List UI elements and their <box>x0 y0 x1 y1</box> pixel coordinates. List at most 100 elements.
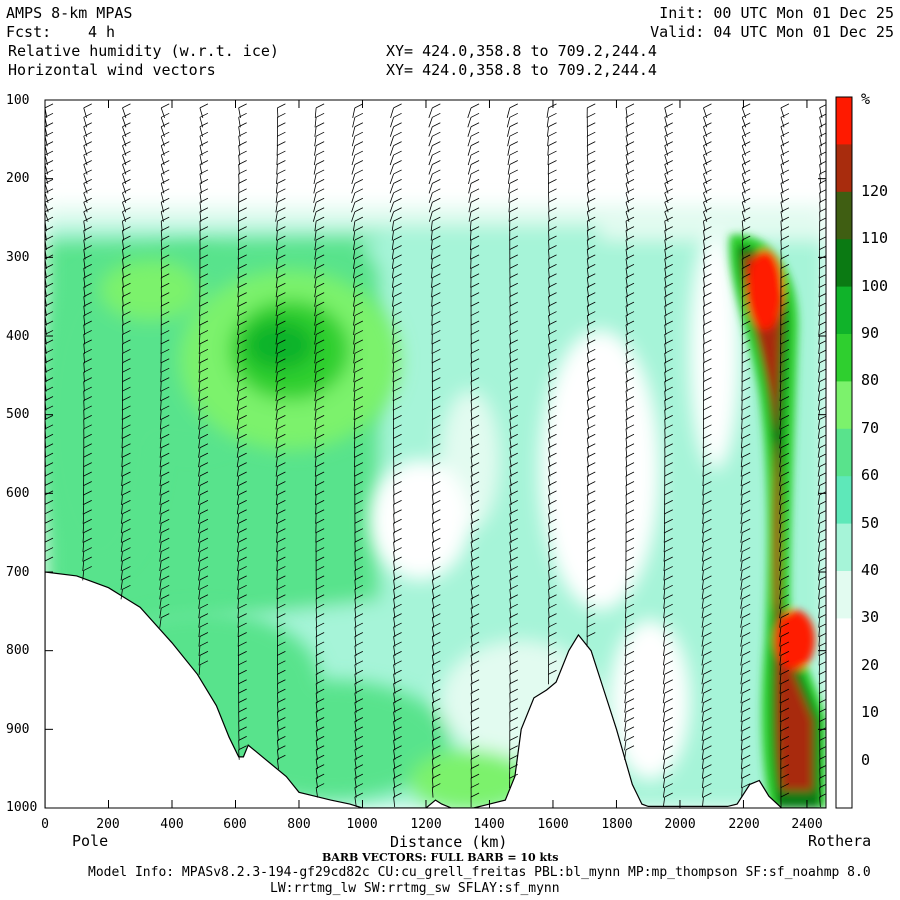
wind-barb-flag <box>742 490 751 496</box>
wind-barb-flag <box>315 188 325 194</box>
wind-barb-flag <box>432 311 441 316</box>
wind-barb-staff <box>779 712 782 723</box>
wind-barb-flag <box>122 509 131 515</box>
wind-barb-flag <box>238 396 247 401</box>
wind-barb-staff <box>393 494 395 505</box>
wind-barb-staff <box>662 674 666 685</box>
wind-barb-flag <box>470 443 480 449</box>
wind-barb-flag <box>83 471 92 477</box>
wind-barb-flag <box>625 301 635 307</box>
wind-barb-flag <box>548 603 557 609</box>
wind-barb-flag <box>161 603 170 609</box>
wind-barb-flag <box>780 367 790 373</box>
wind-barb-flag <box>819 434 826 439</box>
wind-barb-flag <box>470 197 480 203</box>
wind-barb-flag <box>45 348 54 354</box>
wind-barb-flag <box>315 131 325 137</box>
wind-barb-staff <box>275 277 278 288</box>
wind-barb-flag <box>238 566 247 571</box>
wind-barb-flag <box>703 150 712 156</box>
wind-barb-flag <box>509 622 518 628</box>
wind-barb-flag <box>83 462 92 467</box>
wind-barb-staff <box>625 249 628 260</box>
wind-barb-staff <box>160 391 162 402</box>
wind-barb-flag <box>238 669 247 675</box>
wind-barb-flag <box>703 537 712 543</box>
wind-barb-staff <box>701 617 704 628</box>
wind-barb-staff <box>740 523 743 534</box>
wind-barb-flag <box>548 292 557 298</box>
wind-barb-flag <box>819 595 826 600</box>
wind-barb-staff <box>703 306 705 317</box>
wind-barb-flag <box>819 198 826 203</box>
wind-barb-staff <box>701 778 704 789</box>
wind-barb-flag <box>45 150 54 156</box>
wind-barb-flag <box>703 518 712 524</box>
wind-barb-flag <box>703 688 712 694</box>
wind-barb-flag <box>703 443 712 449</box>
wind-barb-flag <box>45 112 54 118</box>
wind-barb-flag <box>587 547 596 552</box>
wind-barb-staff <box>122 324 124 336</box>
wind-barb-staff <box>275 324 278 336</box>
wind-barb-flag <box>45 396 54 401</box>
wind-barb-flag <box>548 141 557 146</box>
wind-barb-flag <box>780 226 790 231</box>
wind-barb-flag <box>548 575 557 581</box>
wind-barb-flag <box>819 387 826 392</box>
wind-barb-flag <box>587 556 596 562</box>
wind-barb-staff <box>703 268 706 279</box>
wind-barb-staff <box>664 381 667 392</box>
wind-barb-flag <box>122 575 131 581</box>
wind-barb-flag <box>819 604 826 609</box>
wind-barb-staff <box>236 494 240 505</box>
wind-barb-flag <box>315 292 325 298</box>
wind-barb-flag <box>161 254 170 260</box>
wind-barb-flag <box>277 452 286 458</box>
wind-barb-staff <box>779 409 782 420</box>
wind-barb-flag <box>238 282 247 288</box>
wind-barb-flag <box>238 339 247 345</box>
wind-barb-staff <box>428 173 433 185</box>
wind-barb-staff <box>354 570 356 581</box>
wind-barb-flag <box>354 735 364 741</box>
wind-barb-staff <box>315 617 318 628</box>
wind-barb-staff <box>82 551 85 562</box>
wind-barb-staff <box>275 362 278 373</box>
wind-barb-flag <box>277 330 286 335</box>
wind-barb-staff <box>741 428 743 439</box>
wind-barb-flag <box>238 632 247 637</box>
wind-barb-flag <box>703 245 712 250</box>
wind-barb-staff <box>701 711 704 723</box>
wind-barb-staff <box>624 702 627 713</box>
wind-barb-staff <box>819 183 821 194</box>
wind-barb-flag <box>354 226 364 231</box>
wind-barb-flag <box>470 396 480 401</box>
wind-barb-staff <box>431 306 433 317</box>
wind-barb-flag <box>45 141 54 146</box>
wind-barb-staff <box>431 523 434 534</box>
wind-barb-flag <box>354 320 364 326</box>
wind-barb-flag <box>83 386 92 392</box>
wind-barb-flag <box>819 680 826 685</box>
wind-barb-flag <box>432 490 441 496</box>
wind-barb-flag <box>703 103 712 109</box>
wind-barb-flag <box>625 603 635 609</box>
wind-barb-staff <box>237 608 240 619</box>
wind-barb-flag <box>122 377 131 382</box>
wind-barb-flag <box>122 207 131 213</box>
wind-barb-flag <box>664 707 673 713</box>
wind-barb-flag <box>470 320 480 326</box>
wind-barb-staff <box>507 145 511 156</box>
wind-barb-flag <box>587 396 596 401</box>
wind-barb-flag <box>548 481 557 486</box>
wind-barb-flag <box>819 170 826 175</box>
x-tick-1000: 1000 <box>346 817 378 832</box>
wind-barb-flag <box>83 179 92 184</box>
wind-barb-staff <box>391 287 394 298</box>
wind-barb-staff <box>276 155 278 166</box>
wind-barb-staff <box>586 362 590 373</box>
wind-barb-staff <box>625 306 628 317</box>
wind-barb-flag <box>393 348 402 354</box>
wind-barb-flag <box>277 754 286 760</box>
